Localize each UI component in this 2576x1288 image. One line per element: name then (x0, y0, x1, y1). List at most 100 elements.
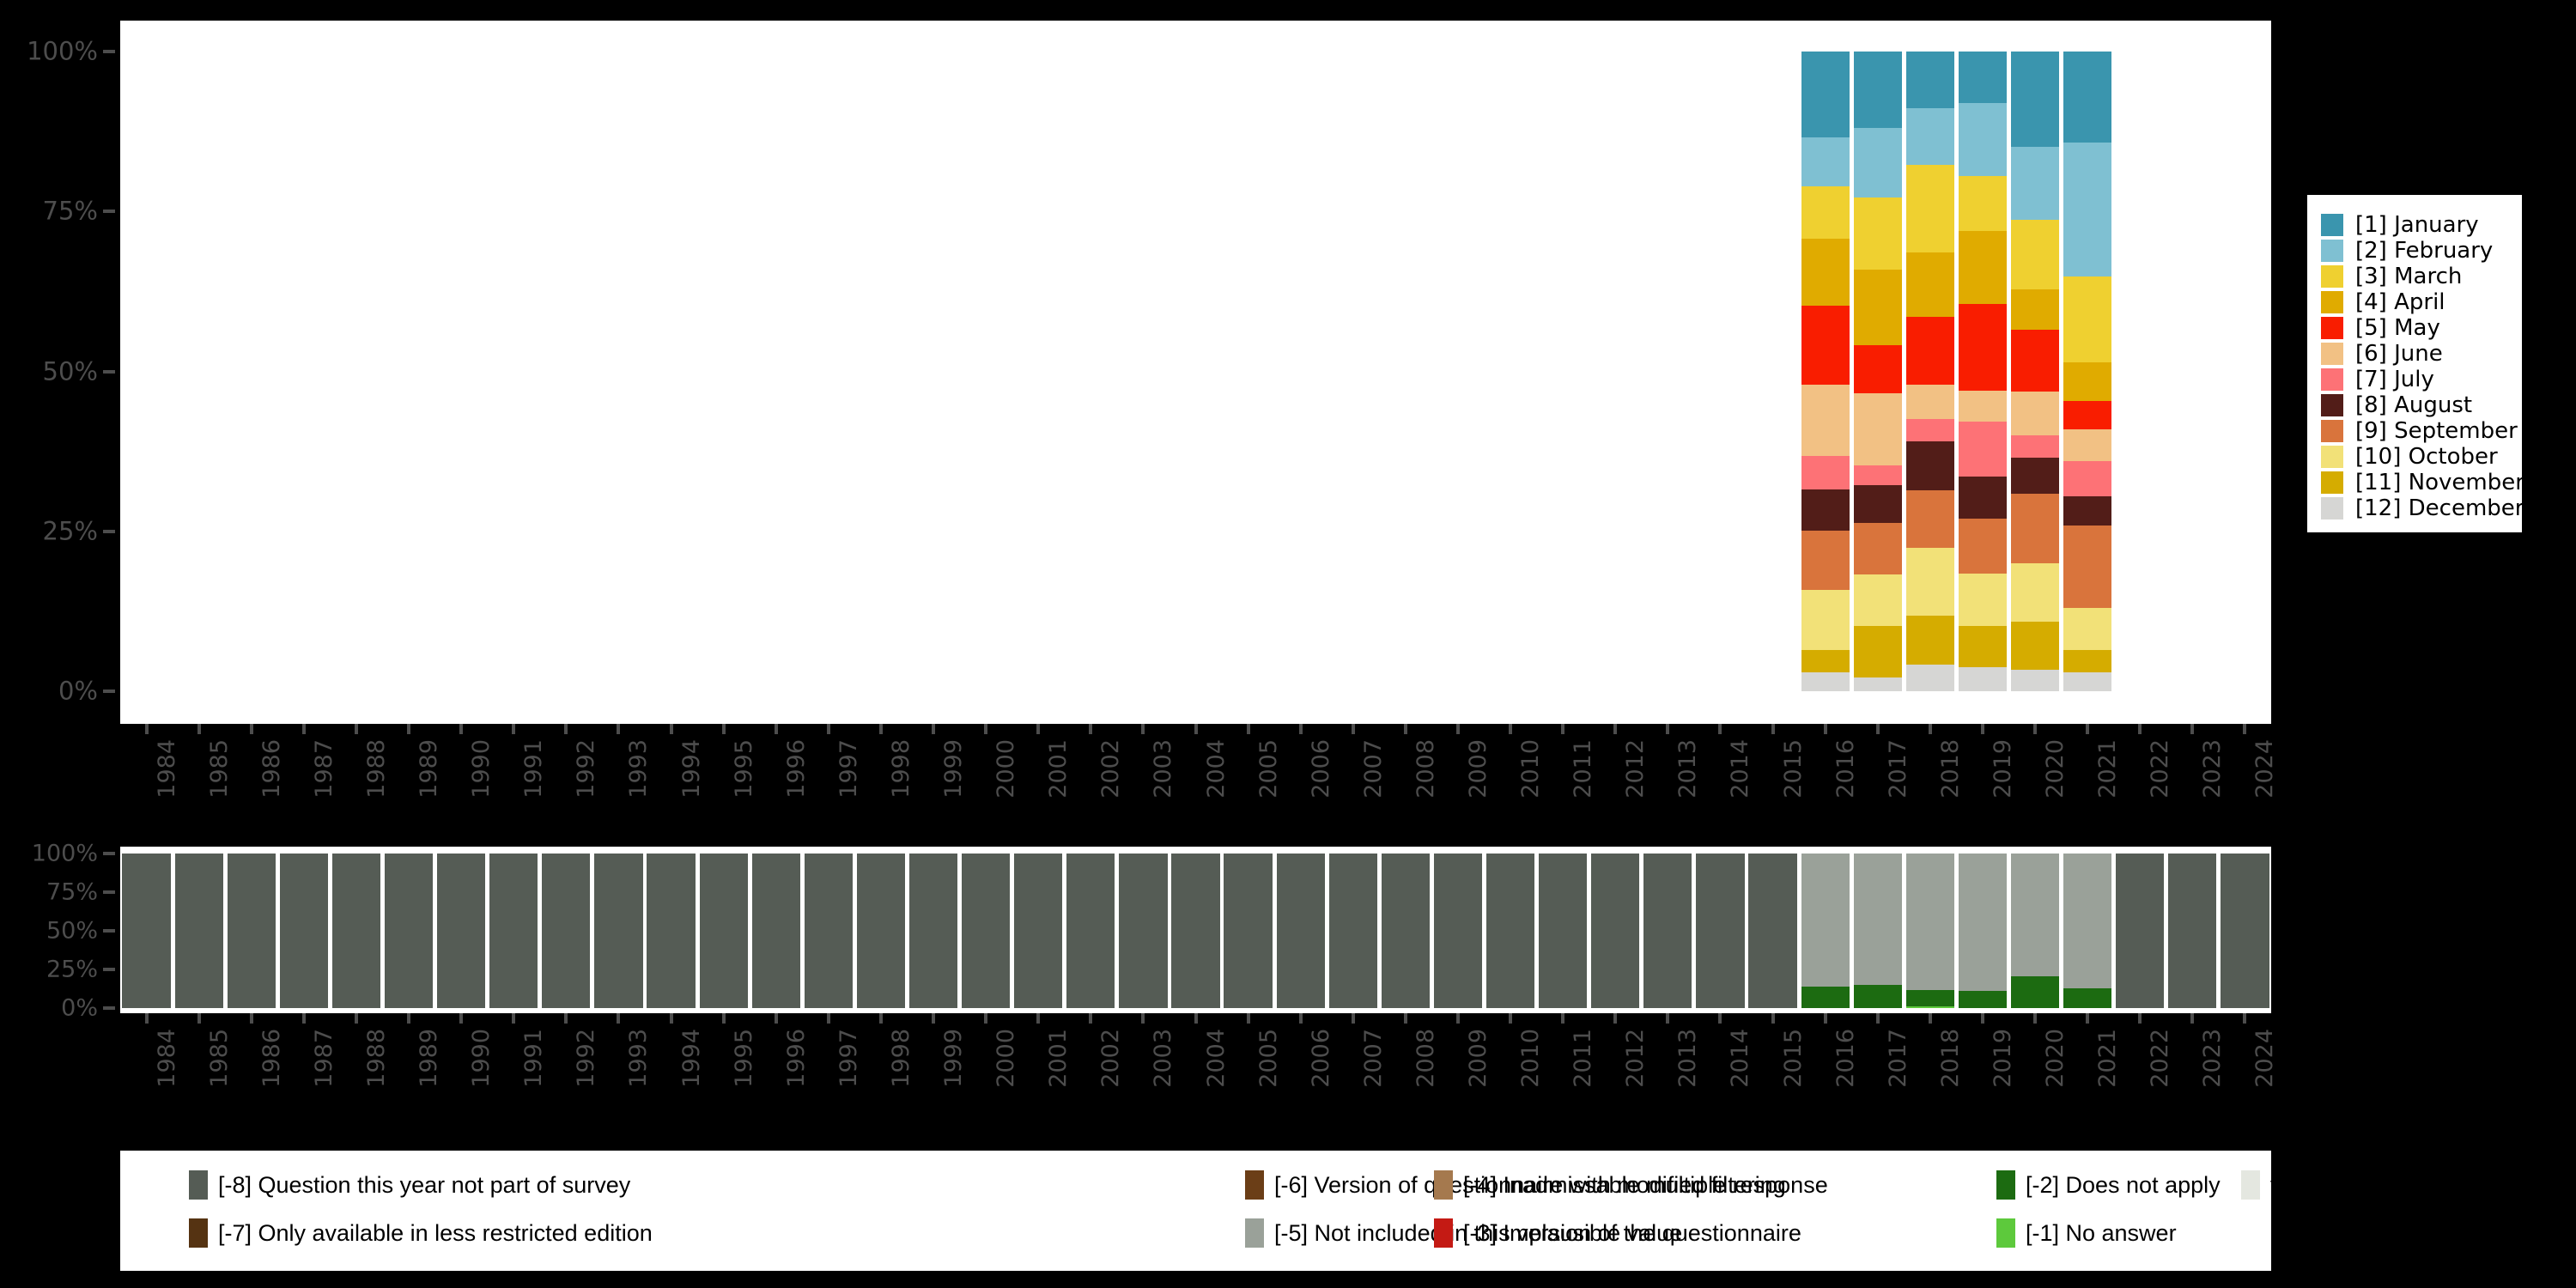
x-tick-label: 2016 (1832, 1029, 1859, 1088)
y-tick-mark (103, 210, 115, 214)
bar-segment (1853, 344, 1902, 393)
y-tick-label-lower: 75% (46, 878, 98, 906)
x-tick-mark (1089, 1013, 1093, 1024)
validity-bar-2016 (1801, 854, 1850, 1008)
legend-swatch-icon (2321, 471, 2343, 494)
month-legend-item[interactable]: [8] August (2321, 392, 2513, 418)
validity-segment (751, 854, 800, 1008)
x-tick-mark (1036, 1013, 1041, 1024)
validity-segment (1224, 854, 1273, 1008)
bottom-legend-item[interactable]: [-8] Question this year not part of surv… (189, 1161, 630, 1209)
month-legend-item[interactable]: [1] January (2321, 212, 2513, 238)
x-tick-label: 1996 (782, 739, 810, 799)
bottom-legend-item[interactable]: [-3] Implausible value (1434, 1209, 1682, 1257)
x-tick-label: 2000 (993, 1029, 1020, 1088)
validity-bar-2001 (1014, 854, 1063, 1008)
validity-bar-2006 (1276, 854, 1325, 1008)
bar-segment (1958, 175, 2008, 232)
bar-segment (2063, 461, 2112, 497)
bar-segment (1905, 52, 1954, 109)
bar-segment (1958, 303, 2008, 391)
month-legend-item[interactable]: [10] October (2321, 444, 2513, 470)
validity-segment (331, 854, 381, 1008)
validity-segment (1905, 1006, 1954, 1008)
month-legend-item[interactable]: [6] June (2321, 341, 2513, 367)
bottom-legend-item[interactable]: valid cases (2241, 1161, 2385, 1209)
x-tick-mark (144, 724, 149, 734)
case-validity-plot (122, 854, 2269, 1008)
x-tick-mark (354, 724, 358, 734)
x-tick-label: 1988 (362, 1029, 390, 1088)
bar-segment (2010, 457, 2060, 495)
x-tick-label: 2018 (1936, 739, 1964, 799)
y-tick-mark-lower (103, 929, 115, 933)
bottom-legend-label: valid cases (2270, 1171, 2385, 1198)
validity-bar-2009 (1433, 854, 1483, 1008)
validity-bar-1995 (699, 854, 748, 1008)
bar-segment (2010, 392, 2060, 436)
bar-segment (1853, 52, 1902, 128)
x-tick-label: 2007 (1359, 1029, 1387, 1088)
x-tick-mark (1141, 1013, 1145, 1024)
bar-segment (1905, 441, 1954, 491)
y-tick-mark (103, 369, 115, 374)
x-tick-label: 2024 (2251, 1029, 2279, 1088)
bottom-legend-item[interactable]: [-7] Only available in less restricted e… (189, 1209, 653, 1257)
validity-bar-1994 (647, 854, 696, 1008)
month-distribution-plot (120, 21, 2271, 724)
validity-bar-2012 (1591, 854, 1640, 1008)
validity-segment (1643, 854, 1692, 1008)
x-tick-mark (826, 1013, 830, 1024)
x-tick-label: 2009 (1464, 739, 1492, 799)
x-tick-mark (1980, 1013, 1984, 1024)
bottom-legend-item[interactable]: [-5] Not included in this version of the… (1245, 1209, 1801, 1257)
x-tick-label: 2005 (1255, 739, 1282, 799)
x-tick-label: 1993 (625, 1029, 653, 1088)
x-tick-mark (1613, 724, 1618, 734)
x-tick-mark (669, 724, 673, 734)
bar-segment (1958, 52, 2008, 104)
month-legend: [1] January [2] February [3] March [4] Apri… (2307, 195, 2524, 532)
bar-segment (1853, 574, 1902, 627)
x-tick-label: 2001 (1045, 739, 1072, 799)
x-axis-lower: 1984 1985 1986 1987 1988 1989 1990 1991 1992 1993… (120, 1013, 2278, 1142)
x-tick-mark (1194, 1013, 1198, 1024)
bottom-legend-item[interactable]: [-4] Inadmissable multiple response (1434, 1161, 1828, 1209)
bottom-legend-item[interactable]: [-2] Does not apply (1996, 1161, 2221, 1209)
x-tick-mark (2190, 1013, 2195, 1024)
month-legend-item[interactable]: [3] March (2321, 264, 2513, 289)
x-tick-mark (721, 1013, 726, 1024)
bar-segment (1958, 574, 2008, 626)
month-legend-item[interactable]: [2] February (2321, 238, 2513, 264)
y-tick-mark-lower (103, 890, 115, 894)
x-tick-label: 2011 (1570, 1029, 1597, 1088)
x-tick-mark (932, 724, 935, 734)
bottom-legend-item[interactable]: [-1] No answer (1996, 1209, 2177, 1257)
validity-segment (1485, 854, 1535, 1008)
validity-segment (1696, 854, 1745, 1008)
x-tick-label: 2013 (1674, 1029, 1702, 1088)
bar-segment (2063, 400, 2112, 430)
x-tick-label: 1993 (625, 739, 653, 799)
month-legend-item[interactable]: [12] December (2321, 495, 2524, 521)
validity-segment (1853, 854, 1902, 985)
month-legend-item[interactable]: [5] May (2321, 315, 2513, 341)
x-tick-label: 2015 (1779, 1029, 1807, 1088)
bar-segment (2010, 330, 2060, 392)
validity-bar-1997 (804, 854, 853, 1008)
bar-segment (1853, 677, 1902, 691)
validity-segment (2221, 854, 2269, 1008)
month-legend-item[interactable]: [9] September (2321, 418, 2518, 444)
x-tick-mark (1455, 1013, 1460, 1024)
x-tick-label: 1989 (416, 1029, 443, 1088)
validity-bar-2005 (1224, 854, 1273, 1008)
validity-bar-2003 (1119, 854, 1168, 1008)
month-legend-item[interactable]: [11] November (2321, 470, 2524, 495)
validity-segment (1591, 854, 1640, 1008)
month-legend-item[interactable]: [7] July (2321, 367, 2513, 392)
x-tick-mark (932, 1013, 935, 1024)
bar-segment (1905, 252, 1954, 317)
bottom-legend-item[interactable]: [-6] Version of questionnaire with modif… (1245, 1161, 1786, 1209)
month-legend-item[interactable]: [4] April (2321, 289, 2513, 315)
validity-segment (1171, 854, 1220, 1008)
